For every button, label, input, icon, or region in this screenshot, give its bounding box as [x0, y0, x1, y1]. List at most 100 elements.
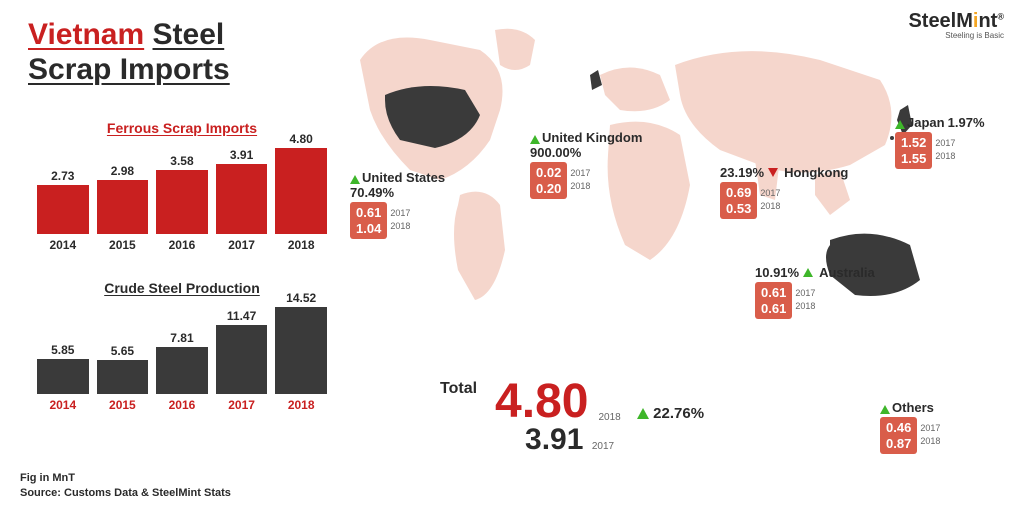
bar-rect [216, 164, 268, 234]
country-valuebox: 0.61 0.61 [755, 282, 792, 319]
title-highlight: Vietnam [28, 18, 144, 51]
bar: 11.47 2017 [216, 309, 268, 412]
page-title: Vietnam Steel Scrap Imports [28, 18, 230, 87]
country-united-kingdom: United Kingdom900.00% 0.02 0.20 20172018 [530, 130, 642, 199]
bar: 5.65 2015 [97, 344, 149, 412]
country-years: 20172018 [760, 187, 780, 212]
footer-line1: Fig in MnT [20, 471, 231, 485]
country-japan: Japan 1.97% 1.52 1.55 20172018 [895, 115, 985, 169]
bar-label: 2015 [109, 238, 136, 252]
total-label: Total [440, 380, 477, 397]
country-2018-value: 0.53 [726, 201, 751, 217]
country-pct: 70.49% [350, 185, 394, 200]
bar-value: 2.98 [111, 164, 134, 178]
country-2018-value: 1.55 [901, 151, 926, 167]
up-arrow-icon [350, 175, 360, 184]
country-valuebox: 0.69 0.53 [720, 182, 757, 219]
bar-label: 2014 [49, 238, 76, 252]
bar-value: 3.58 [170, 154, 193, 168]
country-name: United States [362, 170, 445, 185]
country-pct: 900.00% [530, 145, 581, 160]
up-arrow-icon [803, 268, 813, 277]
bar-rect [97, 360, 149, 394]
country-valuebox: 0.61 1.04 [350, 202, 387, 239]
total-panel: Total 4.80 2018 22.76% 3.91 2017 [440, 380, 704, 457]
bar-value: 2.73 [51, 169, 74, 183]
country-united-states: United States70.49% 0.61 1.04 20172018 [350, 170, 445, 239]
up-arrow-icon [880, 405, 890, 414]
bar-rect [275, 148, 327, 234]
bar-rect [216, 325, 268, 394]
bar: 14.52 2018 [275, 291, 327, 412]
country-2018-value: 0.20 [536, 181, 561, 197]
chart2-bars: 5.85 2014 5.65 2015 7.81 2016 11.47 2017… [32, 302, 332, 412]
chart1-bars: 2.73 2014 2.98 2015 3.58 2016 3.91 2017 … [32, 142, 332, 252]
country-2017-value: 0.46 [886, 420, 911, 436]
footer-line2: Source: Customs Data & SteelMint Stats [20, 486, 231, 500]
bar-value: 11.47 [227, 309, 256, 323]
country-2018-value: 0.61 [761, 301, 786, 317]
bar-label: 2016 [169, 398, 196, 412]
bar: 7.81 2016 [156, 331, 208, 412]
country-2018-value: 0.87 [886, 436, 911, 452]
country-pct: 23.19% [720, 165, 764, 180]
bar: 4.80 2018 [275, 132, 327, 252]
title-word-2: Scrap Imports [28, 53, 230, 86]
total-pct: 22.76% [653, 405, 704, 422]
country-years: 20172018 [795, 287, 815, 312]
bar-value: 5.65 [111, 344, 134, 358]
country-others: Others 0.46 0.87 20172018 [880, 400, 940, 454]
bar-label: 2014 [49, 398, 76, 412]
bar-value: 5.85 [51, 343, 74, 357]
country-name: Others [892, 400, 934, 415]
country-name: Australia [819, 265, 875, 280]
footer-note: Fig in MnT Source: Customs Data & SteelM… [20, 471, 231, 500]
country-pct: 1.97% [948, 115, 985, 130]
title-word-1: Steel [153, 18, 225, 51]
country-2018-value: 1.04 [356, 221, 381, 237]
bar-rect [156, 170, 208, 234]
bar-rect [37, 359, 89, 394]
bar-label: 2018 [288, 398, 315, 412]
country-2017-value: 0.02 [536, 165, 561, 181]
country-australia: 10.91% Australia 0.61 0.61 20172018 [755, 265, 875, 319]
country-years: 20172018 [570, 167, 590, 192]
bar-label: 2017 [228, 238, 255, 252]
bar: 2.73 2014 [37, 169, 89, 252]
total-2017-year: 2017 [592, 441, 614, 452]
country-name: Hongkong [784, 165, 848, 180]
bar-rect [275, 307, 327, 394]
ferrous-scrap-chart: Ferrous Scrap Imports 2.73 2014 2.98 201… [32, 120, 332, 252]
bar-label: 2017 [228, 398, 255, 412]
up-arrow-icon [530, 135, 540, 144]
country-2017-value: 1.52 [901, 135, 926, 151]
total-2017-value: 3.91 [525, 423, 583, 456]
country-valuebox: 0.46 0.87 [880, 417, 917, 454]
bar-value: 7.81 [170, 331, 193, 345]
total-2018-year: 2018 [598, 412, 620, 423]
crude-steel-chart: Crude Steel Production 5.85 2014 5.65 20… [32, 280, 332, 412]
bar-rect [37, 185, 89, 234]
country-pct: 10.91% [755, 265, 799, 280]
bar-label: 2018 [288, 238, 315, 252]
country-name: United Kingdom [542, 130, 642, 145]
bar-rect [97, 180, 149, 234]
country-name: Japan [907, 115, 945, 130]
bar-label: 2016 [169, 238, 196, 252]
country-2017-value: 0.61 [761, 285, 786, 301]
bar-value: 14.52 [286, 291, 316, 305]
down-arrow-icon [768, 168, 778, 177]
country-years: 20172018 [390, 207, 410, 232]
total-2018-value: 4.80 [495, 380, 588, 423]
country-hongkong: 23.19% Hongkong 0.69 0.53 20172018 [720, 165, 848, 219]
bar-rect [156, 347, 208, 394]
country-valuebox: 1.52 1.55 [895, 132, 932, 169]
bar: 3.58 2016 [156, 154, 208, 252]
country-2017-value: 0.69 [726, 185, 751, 201]
country-2017-value: 0.61 [356, 205, 381, 221]
bar: 5.85 2014 [37, 343, 89, 412]
total-up-arrow-icon [637, 408, 649, 419]
bar-label: 2015 [109, 398, 136, 412]
up-arrow-icon [895, 120, 905, 129]
bar-value: 3.91 [230, 148, 253, 162]
